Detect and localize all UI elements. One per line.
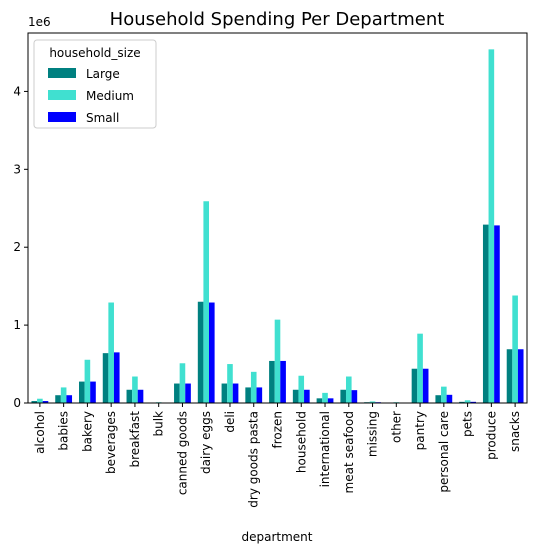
bar-medium-household xyxy=(298,375,305,403)
bar-medium-breakfast xyxy=(132,376,138,403)
x-tick-label: beverages xyxy=(104,411,118,474)
x-tick-label: bulk xyxy=(152,411,166,437)
y-tick-label: 3 xyxy=(13,162,21,176)
bar-small-personal-care xyxy=(446,394,453,403)
bar-small-produce xyxy=(494,225,500,403)
bar-medium-beverages xyxy=(108,302,114,403)
x-tick-label: snacks xyxy=(508,411,522,452)
bar-medium-produce xyxy=(488,49,495,404)
bar-medium-dairy-eggs xyxy=(203,201,210,403)
bar-large-dairy-eggs xyxy=(197,301,204,403)
bar-large-household xyxy=(292,389,299,403)
bar-medium-canned-goods xyxy=(179,363,186,403)
legend: household_size Large Medium Small xyxy=(33,39,157,129)
x-tick-label: canned goods xyxy=(175,411,189,495)
legend-swatch-medium xyxy=(48,90,76,100)
bar-small-meat-seafood xyxy=(351,390,358,403)
bar-medium-missing xyxy=(369,401,376,403)
x-tick-label: international xyxy=(318,411,332,487)
chart-title: Household Spending Per Department xyxy=(110,9,445,30)
bar-large-breakfast xyxy=(126,389,133,403)
legend-label-medium: Medium xyxy=(86,89,134,103)
bar-medium-pets xyxy=(464,400,471,403)
bar-medium-dry-goods-pasta xyxy=(250,371,257,403)
x-tick-label: dairy eggs xyxy=(199,411,213,474)
legend-title: household_size xyxy=(49,46,140,60)
bar-large-meat-seafood xyxy=(340,389,346,403)
plot-frame xyxy=(27,32,528,404)
bar-medium-babies xyxy=(60,387,67,403)
y-tick-label: 4 xyxy=(13,84,21,98)
bar-large-beverages xyxy=(102,353,109,403)
bar-small-pantry xyxy=(422,368,429,403)
bar-small-frozen xyxy=(280,360,286,403)
x-tick-label: dry goods pasta xyxy=(247,411,261,508)
y-offset-label: 1e6 xyxy=(28,15,51,29)
bar-large-bakery xyxy=(79,381,85,403)
bar-small-babies xyxy=(66,395,73,403)
x-ticks-group: alcohol babies bakery beverages breakfast bul… xyxy=(33,403,522,508)
bar-large-personal-care xyxy=(435,395,442,403)
y-ticks-group: 0 1 2 3 4 xyxy=(13,84,28,410)
bar-small-snacks xyxy=(517,349,524,403)
bar-small-breakfast xyxy=(137,389,144,403)
bar-small-international xyxy=(327,398,334,403)
bar-small-alcohol xyxy=(42,401,49,403)
x-tick-label: frozen xyxy=(271,411,285,449)
bar-large-frozen xyxy=(269,360,275,403)
bar-large-dry-goods-pasta xyxy=(245,387,251,403)
bar-large-deli xyxy=(221,383,228,403)
bar-small-beverages xyxy=(113,352,120,403)
bar-large-babies xyxy=(55,395,61,403)
x-tick-label: deli xyxy=(223,411,237,433)
legend-swatch-large xyxy=(48,68,76,78)
bar-small-household xyxy=(304,389,310,403)
x-tick-label: meat seafood xyxy=(342,411,356,493)
x-tick-label: missing xyxy=(366,411,380,457)
bar-small-bakery xyxy=(90,381,96,403)
x-tick-label: alcohol xyxy=(33,411,47,454)
bar-small-pets xyxy=(470,401,476,403)
x-tick-label: personal care xyxy=(437,411,451,493)
x-tick-label: babies xyxy=(57,411,71,451)
x-axis-label: department xyxy=(242,530,313,544)
x-tick-label: breakfast xyxy=(128,411,142,468)
bar-medium-meat-seafood xyxy=(345,376,352,403)
bar-small-canned-goods xyxy=(185,383,191,403)
legend-label-large: Large xyxy=(86,67,120,81)
y-tick-label: 1 xyxy=(13,318,21,332)
bar-large-snacks xyxy=(506,349,513,403)
bar-small-dry-goods-pasta xyxy=(256,387,263,403)
bar-large-pets xyxy=(459,401,465,403)
legend-swatch-small xyxy=(48,112,76,122)
bar-medium-frozen xyxy=(274,319,281,403)
x-tick-label: bakery xyxy=(80,411,94,452)
x-tick-label: pantry xyxy=(413,411,427,450)
bar-large-pantry xyxy=(411,368,418,403)
bar-small-dairy-eggs xyxy=(209,302,215,403)
bar-small-deli xyxy=(232,383,239,403)
bar-medium-deli xyxy=(227,364,233,403)
bar-medium-bakery xyxy=(84,359,91,403)
bar-large-international xyxy=(316,398,323,403)
bar-medium-snacks xyxy=(512,295,518,403)
bar-large-alcohol xyxy=(31,401,38,403)
x-tick-label: other xyxy=(389,411,403,443)
bars-group xyxy=(31,49,524,404)
bar-medium-pantry xyxy=(417,333,423,403)
bar-medium-personal-care xyxy=(441,386,447,403)
y-tick-label: 0 xyxy=(13,396,21,410)
x-tick-label: pets xyxy=(461,411,475,437)
bar-large-canned-goods xyxy=(174,383,180,403)
legend-label-small: Small xyxy=(86,111,119,125)
legend-box xyxy=(33,39,157,129)
bar-medium-alcohol xyxy=(37,398,43,403)
bar-medium-international xyxy=(322,392,328,403)
bar-large-produce xyxy=(482,224,489,403)
x-tick-label: produce xyxy=(484,411,498,460)
x-tick-label: household xyxy=(294,411,308,473)
y-tick-label: 2 xyxy=(13,240,21,254)
